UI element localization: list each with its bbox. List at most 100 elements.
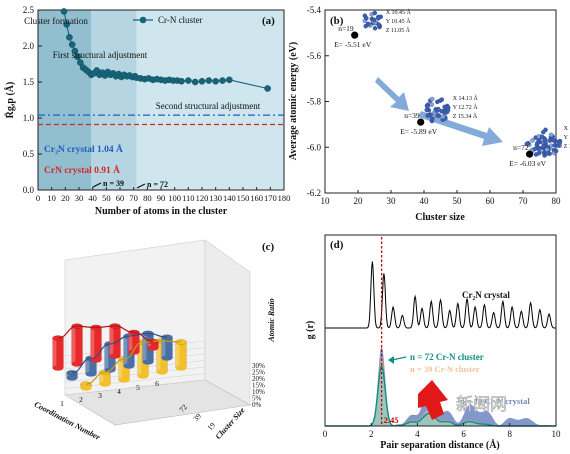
trend-curve <box>85 340 182 385</box>
cluster-atom <box>532 146 538 152</box>
panel-b-ylabel: Average atomic energy (eV) <box>288 42 299 160</box>
y-tick-label: -6.2 <box>307 188 321 198</box>
region-first-adjustment <box>91 10 137 190</box>
cluster-atom <box>424 107 429 113</box>
x-tick-label: 120 <box>196 193 209 203</box>
data-point <box>264 85 271 92</box>
cluster-atom <box>434 108 440 113</box>
annotation-n72: n = 72 <box>147 180 168 189</box>
panel-a-xlabel: Number of atoms in the cluster <box>95 206 228 217</box>
x-tick-label: 3 <box>98 391 102 400</box>
y-tick-label: 2.5 <box>23 5 35 15</box>
bar-bottom <box>71 361 83 367</box>
cluster-atom <box>541 130 546 135</box>
dimension-label: Z 15.34 Å <box>453 112 478 120</box>
bar-highlight <box>99 372 104 384</box>
data-point <box>74 53 81 61</box>
cluster-atom <box>536 134 541 139</box>
x-tick-label: 4 <box>415 429 420 439</box>
bar-highlight <box>156 340 161 372</box>
y-tick-label: 0.5 <box>23 149 35 159</box>
bar-highlight <box>71 326 76 364</box>
panel-d-frame <box>324 234 557 427</box>
data-point <box>60 8 68 15</box>
x-tick-label: 8 <box>508 429 513 439</box>
watermark-arrow-icon <box>418 380 448 420</box>
cluster-atom <box>429 102 435 107</box>
x-tick-label: 100 <box>168 193 181 203</box>
x-tick-label: 4 <box>117 387 121 396</box>
bar-bottom <box>123 363 135 369</box>
cluster-atom <box>376 16 381 21</box>
panel-a-x-ticks: 0 10 20 30 40 50 60 70 80 90 100 110 120 130 140 150 160… <box>36 187 290 203</box>
bar-highlight <box>109 326 114 356</box>
cluster-atom <box>543 139 548 145</box>
panel-b: -6.2 -6.0 -5.8 -5.6 -5.4 10 20 30 40 50 60 70 80 n=… <box>288 5 570 223</box>
bar-bottom <box>137 373 149 379</box>
x-tick-label: 50 <box>453 196 463 206</box>
y-tick-label: -6.0 <box>307 142 322 152</box>
panel-b-tag: (b) <box>330 15 344 27</box>
y-tick-label: -5.6 <box>307 51 322 61</box>
x-tick-label: 80 <box>552 196 562 206</box>
panel-c-ylabel: Cluster Size <box>214 405 247 441</box>
panel-c-side-wall <box>204 239 251 406</box>
cluster-atom <box>435 113 440 118</box>
bar-highlight <box>123 336 128 366</box>
cluster-atom <box>536 150 542 156</box>
region-label-second-adjustment: Second structural adjustment <box>156 101 261 111</box>
annotation-n39: n = 39 <box>103 179 124 188</box>
panel-a-y-ticks: 0.0 0.5 1.0 1.5 2.0 2.5 <box>23 5 42 195</box>
label-n39-cluster: n = 39 Cr-N cluster <box>410 364 480 374</box>
dimension-label: X 10.45 Å <box>386 8 412 16</box>
ref-label-crn: CrN crystal 0.91 Å <box>44 164 120 176</box>
bar-highlight <box>161 337 166 358</box>
panel-d-tag: (d) <box>330 239 344 251</box>
bar-highlight <box>85 358 90 374</box>
cluster-atom <box>440 114 446 120</box>
x-tick-label: 60 <box>486 196 496 206</box>
y-tick-label: 1.0 <box>23 113 35 123</box>
point-energy-label: E= -6.03 eV <box>509 159 547 168</box>
bar-bottom <box>118 377 130 383</box>
panel-a-ylabel: R̄g,p (Å) <box>4 82 16 119</box>
data-point <box>63 21 70 28</box>
x-tick-label: 90 <box>157 193 166 203</box>
bar-bottom <box>52 365 64 371</box>
panel-a-series <box>60 8 271 92</box>
panel-b-xlabel: Cluster size <box>415 212 465 223</box>
bar-bottom <box>80 385 92 391</box>
trend-curve <box>71 332 168 374</box>
watermark-logo: 新闻网 <box>418 380 507 420</box>
data-point <box>66 34 73 41</box>
cluster-atom <box>429 116 435 121</box>
cluster-atom <box>372 10 378 16</box>
data-point <box>191 78 199 86</box>
x-tick-label: 170 <box>264 193 277 203</box>
bar-highlight <box>137 342 142 376</box>
cluster-atom <box>425 113 430 118</box>
x-tick-label: 160 <box>250 193 263 203</box>
ref-label-cr2n: Cr₂N crystal 1.04 Å <box>44 143 123 155</box>
x-tick-label: 60 <box>116 193 125 203</box>
label-n19-crystal: n = 19 Cr-N crystal <box>460 396 530 406</box>
point-n-label: n=19 <box>338 24 354 33</box>
bar-bottom <box>109 353 121 359</box>
dimension-label: Y 16.27 Å <box>564 133 570 141</box>
area-n72 <box>325 366 556 426</box>
legend-marker <box>139 16 147 24</box>
cluster-atom <box>429 96 435 102</box>
point-energy-label: E= -5.89 eV <box>400 127 438 136</box>
x-tick-label: 1 <box>60 399 64 408</box>
x-tick-label: 40 <box>420 196 430 206</box>
data-point <box>212 77 219 85</box>
cluster-atom <box>524 141 530 147</box>
cluster-atom <box>445 107 451 113</box>
x-tick-label: 6 <box>155 379 159 388</box>
bar-highlight <box>118 359 123 380</box>
arrow-head <box>388 356 394 364</box>
data-point <box>71 47 79 55</box>
cluster-atom <box>366 21 371 27</box>
x-tick-label: 2 <box>79 395 83 404</box>
